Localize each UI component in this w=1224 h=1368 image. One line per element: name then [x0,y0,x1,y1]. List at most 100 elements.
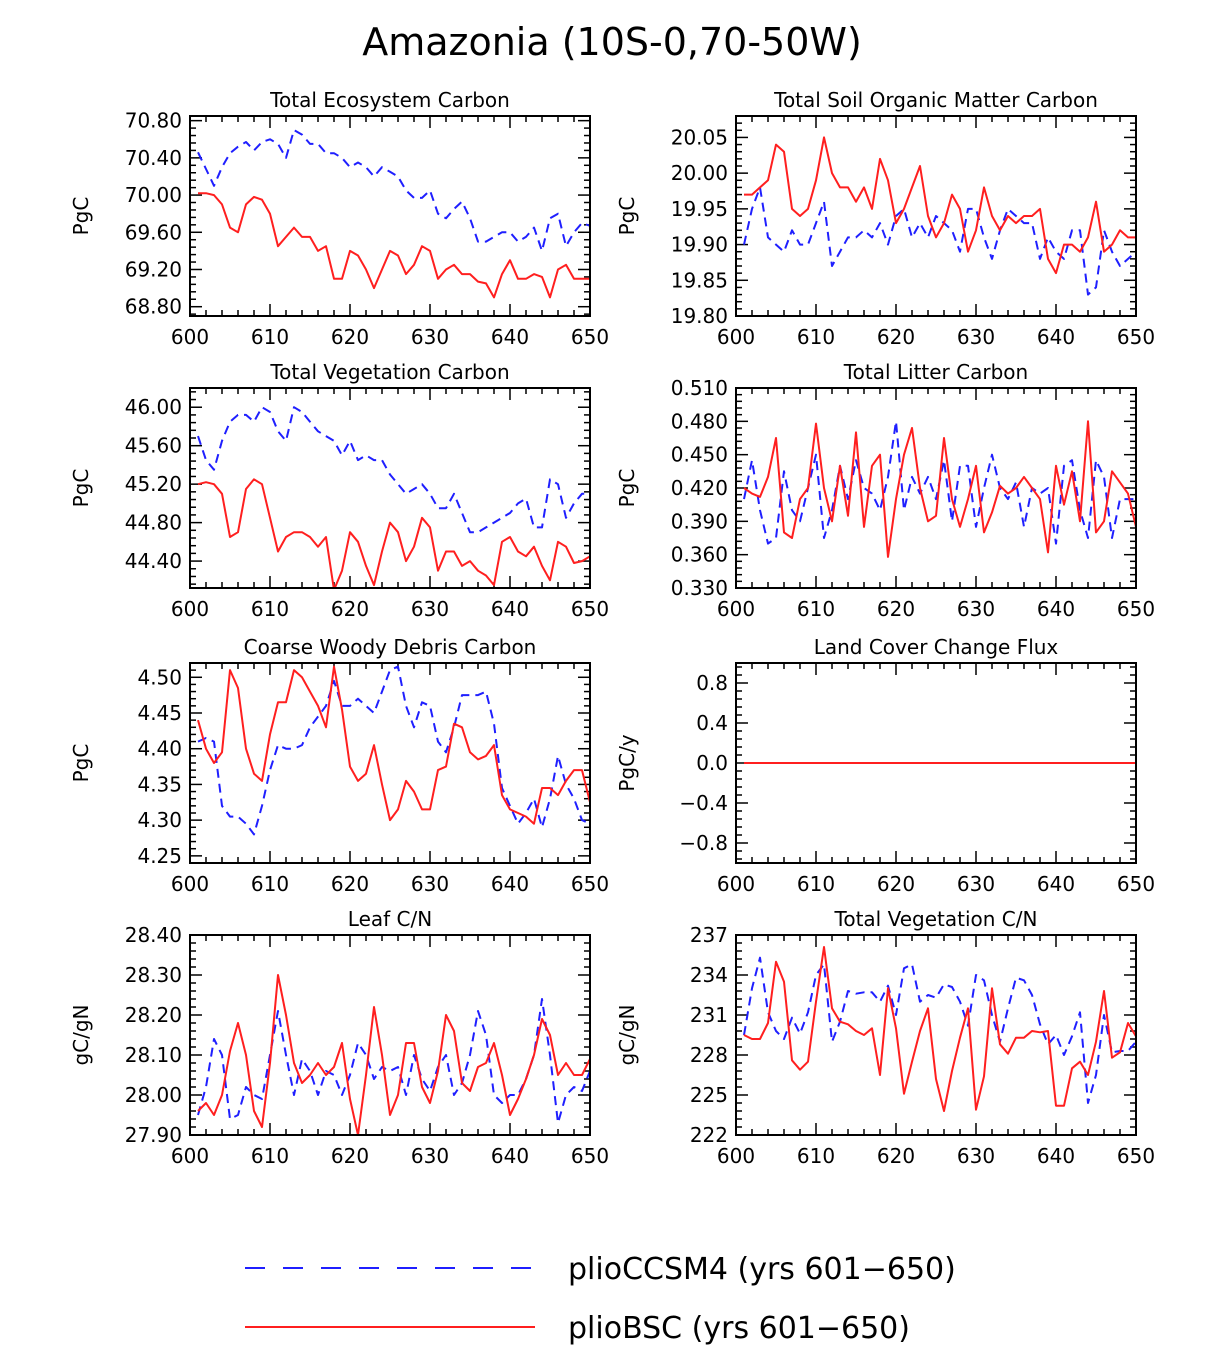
x-tick-label: 620 [331,325,369,349]
x-tick-label: 640 [491,872,529,896]
x-tick-label: 620 [877,597,915,621]
y-tick-label: 46.00 [125,395,182,419]
y-tick-label: 228 [690,1043,728,1067]
series-line-pliocssm4 [197,665,590,836]
plot-frame [189,387,591,589]
y-tick-label: 0.390 [671,509,728,533]
y-tick-label: 0.8 [696,671,728,695]
panel-title: Leaf C/N [348,907,432,931]
y-tick-label: 70.40 [125,146,182,170]
panel-4: Coarse Woody Debris Carbon PgC 600 610 620 63… [69,635,609,896]
x-tick-label: 600 [717,597,755,621]
panel-title: Total Vegetation Carbon [269,360,509,384]
y-tick-label: −0.4 [679,791,728,815]
y-tick-label: 68.80 [125,295,182,319]
y-tick-label: 0.510 [671,376,728,400]
y-tick-label: 0.0 [696,751,728,775]
panel-3: Total Litter Carbon PgC 600 610 620 630 640 650… [615,360,1155,621]
y-tick-label: 44.80 [125,511,182,535]
plot-frame [735,934,1137,1136]
panel-title: Total Ecosystem Carbon [269,88,510,112]
plot-frame [189,662,591,864]
series-line-pliobsc [743,946,1136,1112]
x-tick-label: 600 [717,872,755,896]
x-tick-label: 610 [251,1144,289,1168]
y-axis-label: PgC [615,469,639,508]
y-tick-label: 69.60 [125,220,182,244]
y-tick-label: 20.05 [671,125,728,149]
y-tick-label: 28.00 [125,1083,182,1107]
x-tick-label: 630 [411,872,449,896]
panel-5: Land Cover Change Flux PgC/y 600 610 620 630 6… [615,635,1155,896]
x-tick-label: 600 [171,1144,209,1168]
series-line-pliobsc [198,192,590,299]
y-tick-label: 0.450 [671,443,728,467]
x-tick-label: 630 [411,325,449,349]
x-tick-label: 640 [1037,1144,1075,1168]
y-tick-label: 0.420 [671,476,728,500]
y-tick-label: 69.20 [125,257,182,281]
series-line-pliobsc [744,136,1136,275]
y-tick-label: 70.80 [125,109,182,133]
x-tick-label: 630 [957,1144,995,1168]
y-tick-label: 19.80 [671,304,728,328]
panels: Total Ecosystem Carbon PgC 600 610 620 630 640… [69,88,1155,1168]
x-tick-label: 650 [1117,872,1155,896]
x-tick-label: 640 [491,1144,529,1168]
y-tick-label: 4.40 [137,737,182,761]
x-tick-label: 630 [411,597,449,621]
y-axis-label: PgC/y [615,734,639,791]
x-tick-label: 640 [1037,872,1075,896]
y-tick-label: 28.20 [125,1003,182,1027]
panel-6: Leaf C/N gC/gN 600 610 620 630 640 650 27.90 28.0… [69,907,609,1168]
legend-label-pliobsc: plioBSC (yrs 601−650) [568,1311,910,1346]
y-axis-label: PgC [69,197,93,236]
series-line-pliocssm4 [743,186,1136,296]
x-tick-label: 640 [491,597,529,621]
legend: plioCCSM4 (yrs 601−650) plioBSC (yrs 601… [245,1252,956,1346]
panel-1: Total Soil Organic Matter Carbon PgC 600 61… [615,88,1155,349]
plot-frame [735,662,1137,864]
plot-frame [735,387,1137,589]
x-tick-label: 610 [797,325,835,349]
y-axis-label: PgC [69,469,93,508]
y-tick-label: 222 [690,1123,728,1147]
y-tick-label: 4.50 [137,665,182,689]
x-tick-label: 620 [331,1144,369,1168]
x-tick-label: 630 [411,1144,449,1168]
series-line-pliobsc [197,974,590,1135]
y-tick-label: 20.00 [671,161,728,185]
x-tick-label: 620 [877,325,915,349]
panel-7: Total Vegetation C/N gC/gN 600 610 620 630 640… [615,907,1155,1168]
x-tick-label: 650 [571,1144,609,1168]
x-tick-label: 650 [571,872,609,896]
x-tick-label: 620 [877,872,915,896]
y-tick-label: 70.00 [125,183,182,207]
panel-title: Total Litter Carbon [843,360,1028,384]
x-tick-label: 600 [717,1144,755,1168]
y-tick-label: 0.480 [671,409,728,433]
y-tick-label: 27.90 [125,1123,182,1147]
x-tick-label: 650 [1117,1144,1155,1168]
y-tick-label: 0.360 [671,543,728,567]
y-axis-label: gC/gN [69,1004,93,1065]
y-tick-label: 19.95 [671,197,728,221]
x-tick-label: 630 [957,325,995,349]
y-tick-label: 4.45 [137,701,182,725]
y-tick-label: 28.10 [125,1043,182,1067]
x-tick-label: 650 [571,325,609,349]
y-axis-label: PgC [615,197,639,236]
plot-frame [189,115,591,317]
y-tick-label: 234 [690,963,728,987]
y-tick-label: 0.4 [696,711,728,735]
x-tick-label: 610 [797,872,835,896]
x-tick-label: 620 [877,1144,915,1168]
series-line-pliocssm4 [197,998,590,1124]
x-tick-label: 620 [331,872,369,896]
x-tick-label: 650 [1117,325,1155,349]
x-tick-label: 620 [331,597,369,621]
panel-title: Total Vegetation C/N [834,907,1038,931]
y-tick-label: 225 [690,1083,728,1107]
legend-label-pliocssm4: plioCCSM4 (yrs 601−650) [568,1252,956,1287]
